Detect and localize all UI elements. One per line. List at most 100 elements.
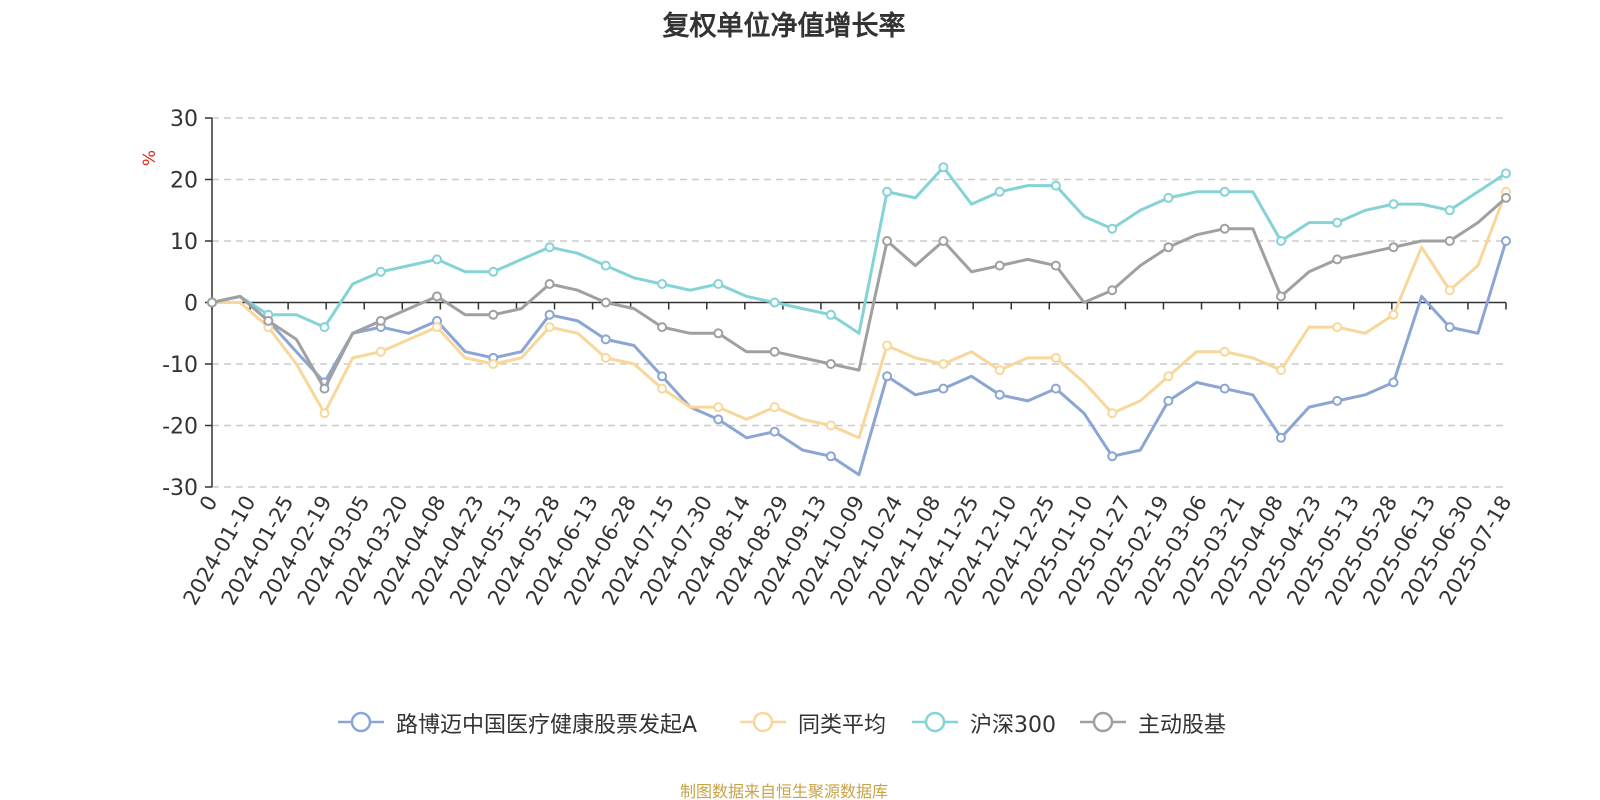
series-point-2 <box>1388 309 1399 320</box>
y-tick-label: -10 <box>162 353 198 378</box>
series-point-2 <box>375 346 386 357</box>
legend-label: 同类平均 <box>798 713 887 738</box>
series-point-2 <box>769 402 780 413</box>
series-point-4 <box>1388 242 1399 253</box>
series-point-2 <box>713 402 724 413</box>
y-axis-unit: % <box>140 150 160 166</box>
legend-marker-icon <box>1080 711 1126 733</box>
series-point-4 <box>1219 223 1230 234</box>
series-point-3 <box>1276 236 1286 246</box>
series-point-4 <box>375 315 386 326</box>
series-point-1 <box>1163 395 1174 406</box>
series-point-2 <box>1107 408 1118 419</box>
series-point-3 <box>1107 223 1118 234</box>
series-point-2 <box>657 383 668 394</box>
series-point-4 <box>994 260 1005 271</box>
series-point-4 <box>938 236 949 246</box>
series-point-4 <box>263 315 274 326</box>
series-point-4 <box>1276 291 1286 302</box>
series-point-3 <box>713 279 724 289</box>
series-point-1 <box>769 426 780 437</box>
series-point-3 <box>1050 180 1061 191</box>
series-point-2 <box>1163 371 1174 382</box>
series-point-3 <box>657 279 668 289</box>
series-point-3 <box>375 266 386 277</box>
series-point-2 <box>432 322 442 333</box>
series-point-3 <box>994 186 1005 197</box>
series-point-2 <box>1444 285 1455 296</box>
x-tick-label: 0 <box>195 492 222 516</box>
series-point-2 <box>825 420 836 431</box>
series-point-3 <box>600 260 611 271</box>
series-point-4 <box>319 383 330 394</box>
y-tick-label: -20 <box>162 415 198 440</box>
series-point-1 <box>1501 236 1511 246</box>
series-point-1 <box>657 371 668 382</box>
series-point-3 <box>1444 205 1455 216</box>
series-line-1 <box>210 239 1508 477</box>
series-point-1 <box>1388 377 1399 388</box>
series-point-4 <box>825 359 836 369</box>
series-point-4 <box>769 346 780 357</box>
series-point-1 <box>938 383 949 394</box>
series-point-1 <box>1332 395 1343 406</box>
legend-label: 沪深300 <box>970 713 1056 738</box>
series-point-3 <box>544 242 555 253</box>
series-line-4 <box>210 196 1508 391</box>
series-point-1 <box>1107 451 1118 462</box>
legend-label: 路博迈中国医疗健康股票发起A <box>396 713 698 738</box>
series-point-4 <box>544 279 555 289</box>
legend-label: 主动股基 <box>1138 713 1227 738</box>
series-point-4 <box>1444 236 1455 246</box>
legend: 路博迈中国医疗健康股票发起A 同类平均 沪深300 主动股基 <box>0 705 1568 739</box>
legend-marker-icon <box>338 711 384 733</box>
series-point-2 <box>544 322 555 333</box>
legend-marker-icon <box>912 711 958 733</box>
y-tick-label: 30 <box>170 107 198 132</box>
series-point-4 <box>1501 192 1511 203</box>
y-tick-label: 10 <box>170 230 198 255</box>
series-line-2 <box>210 190 1508 440</box>
series-point-3 <box>1332 217 1343 228</box>
series-point-1 <box>1276 432 1286 443</box>
y-tick-label: -30 <box>162 476 198 501</box>
series-point-1 <box>994 389 1005 400</box>
series-point-1 <box>825 451 836 462</box>
y-tick-label: 20 <box>170 169 198 194</box>
series-point-4 <box>488 309 499 320</box>
series-point-2 <box>994 365 1005 376</box>
series-point-4 <box>432 291 442 302</box>
series-point-3 <box>1501 168 1511 179</box>
series-point-2 <box>1332 322 1343 333</box>
y-tick-label: 0 <box>184 292 198 317</box>
series-point-3 <box>769 297 780 308</box>
series-point-1 <box>600 334 611 345</box>
series-point-2 <box>1276 365 1286 376</box>
series-point-1 <box>713 414 724 425</box>
series-point-1 <box>1219 383 1230 394</box>
series-point-4 <box>1332 254 1343 265</box>
series-point-2 <box>882 340 893 351</box>
series-point-1 <box>544 309 555 320</box>
series-point-3 <box>882 186 893 197</box>
series-point-3 <box>825 309 836 320</box>
series-point-4 <box>600 297 611 308</box>
series-point-4 <box>207 297 217 308</box>
series-point-4 <box>1163 242 1174 253</box>
legend-marker-icon <box>740 711 786 733</box>
series-point-3 <box>319 322 330 333</box>
series-point-3 <box>432 254 442 265</box>
series-point-2 <box>319 408 330 419</box>
series-line-3 <box>210 165 1508 335</box>
series-point-1 <box>1050 383 1061 394</box>
line-chart: -30-20-100102030%02024-01-102024-01-2520… <box>140 107 1516 609</box>
series-point-1 <box>1444 322 1455 333</box>
series-point-4 <box>657 322 668 333</box>
series-point-2 <box>600 352 611 363</box>
series-point-3 <box>1219 186 1230 197</box>
series-point-4 <box>882 236 893 246</box>
series-point-3 <box>488 266 499 277</box>
series-point-4 <box>1050 260 1061 271</box>
series-point-2 <box>1219 346 1230 357</box>
